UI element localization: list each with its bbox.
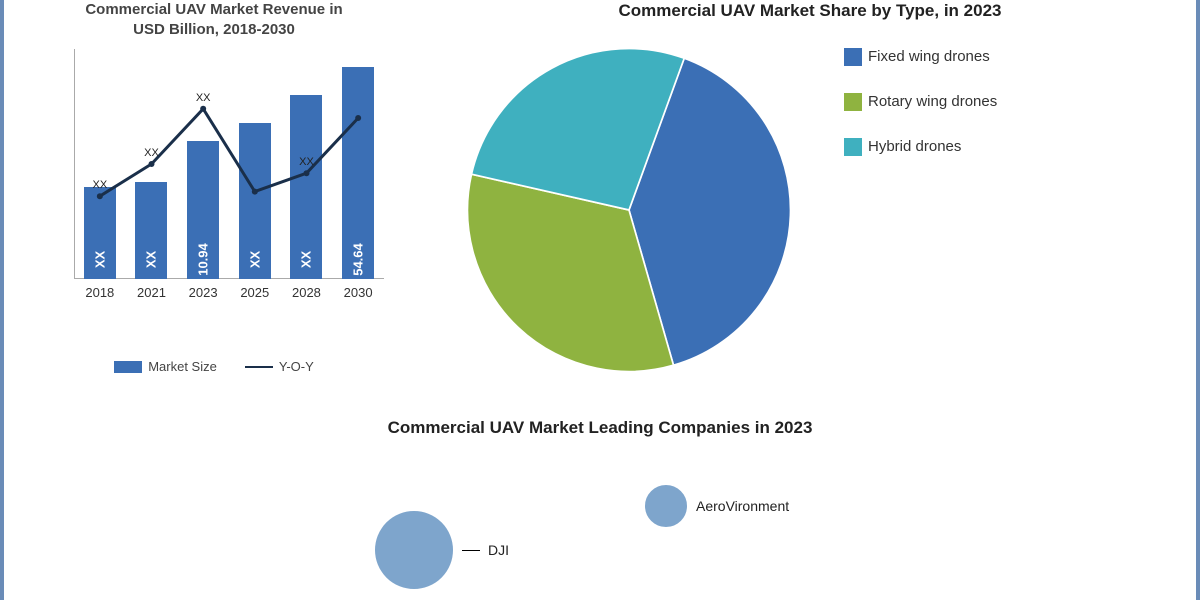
legend-swatch [844, 48, 862, 66]
pie-chart [444, 40, 814, 380]
bar-chart-title: Commercial UAV Market Revenue in USD Bil… [84, 0, 344, 39]
legend-bar-swatch [114, 361, 142, 373]
bar-chart-panel: Commercial UAV Market Revenue in USD Bil… [4, 0, 424, 420]
company-bubble-item: AeroVironment [644, 484, 789, 528]
legend-bar-label: Market Size [148, 359, 217, 374]
bar-value-label: 54.64 [351, 243, 366, 276]
pie-legend-item: Rotary wing drones [844, 93, 997, 112]
legend-line-label: Y-O-Y [279, 359, 314, 374]
bar-x-label: 2023 [189, 285, 218, 300]
legend-label: Rotary wing drones [868, 93, 997, 112]
legend-swatch [844, 93, 862, 111]
bar-slot: XX2018 [76, 187, 124, 279]
legend-yoy: Y-O-Y [245, 359, 314, 374]
bar-x-label: 2025 [240, 285, 269, 300]
bar-value-label: XX [92, 251, 107, 268]
bar: 54.64 [342, 67, 374, 279]
bar: XX [290, 95, 322, 279]
legend-swatch [844, 138, 862, 156]
bar-value-label: XX [299, 251, 314, 268]
bar-slot: XX2021 [127, 182, 175, 279]
bars-container: XX2018XX202110.942023XX2025XX202854.6420… [74, 49, 384, 279]
bar-x-label: 2030 [344, 285, 373, 300]
pie-chart-title: Commercial UAV Market Share by Type, in … [444, 0, 1176, 22]
pie-legend: Fixed wing drones Rotary wing drones Hybri… [844, 48, 997, 156]
legend-label: Hybrid drones [868, 138, 961, 157]
legend-market-size: Market Size [114, 359, 217, 374]
pie-legend-item: Fixed wing drones [844, 48, 997, 67]
bar-slot: XX2025 [231, 123, 279, 279]
pie-chart-panel: Commercial UAV Market Share by Type, in … [424, 0, 1196, 420]
legend-line-swatch [245, 366, 273, 368]
bubble-chart: DJI AeroVironment [44, 466, 1156, 576]
bar-x-label: 2028 [292, 285, 321, 300]
bar-value-label: 10.94 [196, 243, 211, 276]
company-bubble [374, 510, 454, 590]
bar-x-label: 2018 [85, 285, 114, 300]
bar-slot: 10.942023 [179, 141, 227, 279]
bar: XX [239, 123, 271, 279]
bar-x-label: 2021 [137, 285, 166, 300]
company-label: AeroVironment [696, 498, 789, 514]
bubble-leader-line [462, 550, 480, 551]
companies-title: Commercial UAV Market Leading Companies … [44, 418, 1156, 438]
legend-label: Fixed wing drones [868, 48, 990, 67]
companies-panel: Commercial UAV Market Leading Companies … [4, 418, 1196, 576]
bar-value-label: XX [247, 251, 262, 268]
bar-chart-legend: Market Size Y-O-Y [24, 359, 404, 374]
company-label: DJI [488, 542, 509, 558]
bar: 10.94 [187, 141, 219, 279]
bar: XX [135, 182, 167, 279]
company-bubble [644, 484, 688, 528]
bar-value-label: XX [144, 251, 159, 268]
pie-legend-item: Hybrid drones [844, 138, 997, 157]
company-bubble-item: DJI [374, 510, 509, 590]
bar: XX [84, 187, 116, 279]
bar-slot: XX2028 [282, 95, 330, 279]
bar-slot: 54.642030 [334, 67, 382, 279]
bar-chart-area: XX2018XX202110.942023XX2025XX202854.6420… [44, 49, 384, 309]
